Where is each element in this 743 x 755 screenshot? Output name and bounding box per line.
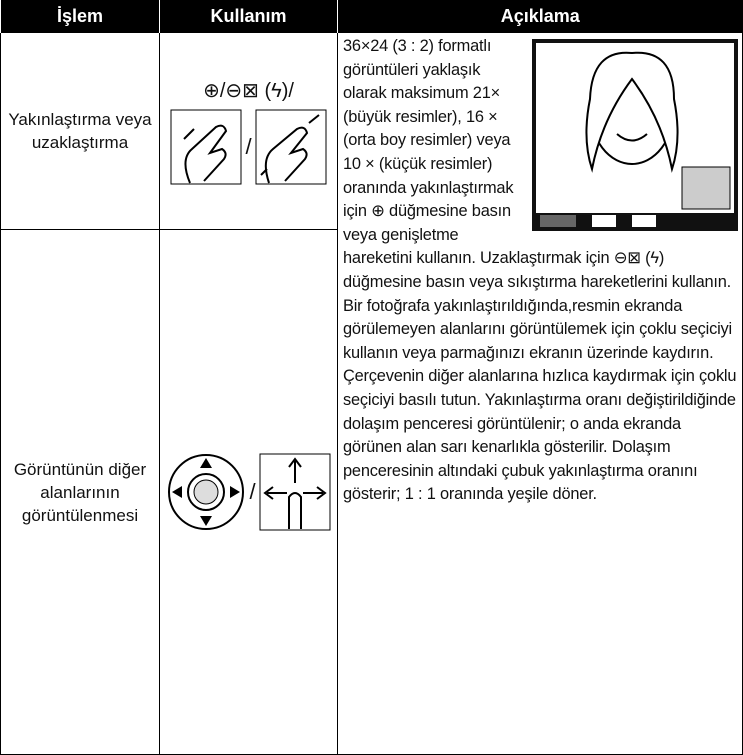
separator: / bbox=[249, 479, 256, 504]
row: Görüntünün diğer alanlarının görüntülenm… bbox=[0, 229, 743, 755]
pinch-out-icon bbox=[255, 109, 327, 184]
description-text: 36×24 (3 : 2) formatlı görüntüleri yakla… bbox=[343, 37, 737, 504]
swipe-icon bbox=[259, 453, 331, 531]
pinch-in-icon bbox=[170, 109, 242, 184]
separator: / bbox=[245, 133, 252, 159]
header-row: İşlem Kullanım Açıklama bbox=[0, 0, 743, 33]
operation-cell: Görüntünün diğer alanlarının görüntülenm… bbox=[0, 229, 160, 755]
row: Yakınlaştırma veya uzaklaştırma ⊕/⊖⊠ (ϟ)… bbox=[0, 32, 743, 755]
description-cell: 36×24 (3 : 2) formatlı görüntüleri yakla… bbox=[337, 32, 743, 755]
button-label: ⊕/⊖⊠ (ϟ)/ bbox=[203, 79, 294, 102]
gesture-icons: / bbox=[160, 109, 337, 185]
usage-cell: / bbox=[159, 229, 338, 755]
multi-selector-icon bbox=[168, 454, 245, 530]
header-cell: Açıklama bbox=[337, 0, 743, 33]
operation-cell: Yakınlaştırma veya uzaklaştırma bbox=[0, 32, 160, 230]
usage-cell: ⊕/⊖⊠ (ϟ)/ / bbox=[159, 32, 338, 230]
header-cell: Kullanım bbox=[159, 0, 338, 33]
screen-illustration bbox=[532, 39, 738, 231]
header-cell: İşlem bbox=[0, 0, 160, 33]
gesture-icons: / bbox=[160, 452, 337, 532]
